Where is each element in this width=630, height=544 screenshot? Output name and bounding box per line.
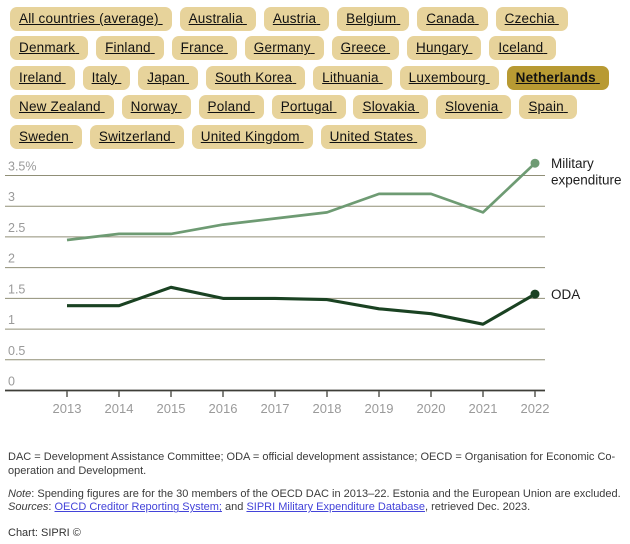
- x-axis-label: 2021: [469, 401, 498, 416]
- y-axis-label: 2.5: [8, 221, 25, 235]
- country-pill-finland[interactable]: Finland: [96, 36, 164, 61]
- y-axis-label: 1: [8, 313, 15, 327]
- y-axis-label: 0.5: [8, 344, 25, 358]
- country-pill-united-kingdom[interactable]: United Kingdom: [191, 124, 313, 149]
- country-pill-hungary[interactable]: Hungary: [407, 36, 482, 61]
- country-pill-luxembourg[interactable]: Luxembourg: [399, 65, 499, 90]
- note-label: Note: [8, 487, 32, 500]
- country-pill-greece[interactable]: Greece: [331, 36, 400, 61]
- x-axis-label: 2022: [521, 401, 550, 416]
- country-pill-slovakia[interactable]: Slovakia: [353, 95, 429, 120]
- series-endpoint-dot-military-expenditure[interactable]: [530, 158, 540, 168]
- x-axis-label: 2016: [209, 401, 238, 416]
- x-axis-label: 2017: [261, 401, 290, 416]
- country-pill-japan[interactable]: Japan: [138, 65, 199, 90]
- country-pill-switzerland[interactable]: Switzerland: [89, 124, 184, 149]
- country-pill-all-countries-average[interactable]: All countries (average): [10, 7, 172, 31]
- x-axis-label: 2015: [157, 401, 186, 416]
- x-axis-label: 2014: [105, 401, 134, 416]
- x-axis-label: 2020: [417, 401, 446, 416]
- country-pill-belgium[interactable]: Belgium: [337, 7, 410, 31]
- y-axis-label: 3: [8, 190, 15, 204]
- y-axis-label: 2: [8, 252, 15, 266]
- country-pill-poland[interactable]: Poland: [198, 95, 264, 120]
- country-pill-netherlands[interactable]: Netherlands: [506, 65, 609, 90]
- country-pill-austria[interactable]: Austria: [263, 7, 330, 31]
- definitions-text: DAC = Development Assistance Committee; …: [8, 451, 616, 477]
- sources-line: Sources: OECD Creditor Reporting System;…: [8, 501, 531, 514]
- country-pill-australia[interactable]: Australia: [179, 7, 256, 31]
- country-pill-ireland[interactable]: Ireland: [10, 65, 75, 90]
- country-pill-germany[interactable]: Germany: [244, 36, 324, 61]
- y-axis-label: 0: [8, 375, 15, 389]
- source-link-sipri[interactable]: SIPRI Military Expenditure Database: [246, 501, 425, 514]
- note-line: Note: Spending figures are for the 30 me…: [8, 487, 621, 500]
- country-pill-canada[interactable]: Canada: [417, 7, 488, 31]
- chart-footer: DAC = Development Assistance Committee; …: [8, 451, 624, 541]
- country-filter-list: All countries (average) Australia Austri…: [8, 4, 624, 151]
- sources-label: Sources: [8, 501, 49, 514]
- country-pill-denmark[interactable]: Denmark: [10, 36, 89, 61]
- country-pill-italy[interactable]: Italy: [82, 65, 131, 90]
- x-axis-label: 2018: [313, 401, 342, 416]
- country-pill-south-korea[interactable]: South Korea: [205, 65, 306, 90]
- legend-label-oda: ODA: [551, 287, 580, 302]
- x-axis-label: 2019: [365, 401, 394, 416]
- legend-label-military-expenditure: Military expenditure: [551, 156, 622, 188]
- country-pill-slovenia[interactable]: Slovenia: [436, 95, 512, 120]
- line-chart: 3.5% 3 2.5 2 1.5 1 0.5 0 2013 2014 2015 2016 2017 201…: [5, 156, 622, 416]
- country-pill-lithuania[interactable]: Lithuania: [313, 65, 392, 90]
- country-pill-france[interactable]: France: [171, 36, 237, 61]
- series-endpoint-dot-oda[interactable]: [530, 289, 540, 299]
- x-axis-label: 2013: [53, 401, 82, 416]
- country-pill-portugal[interactable]: Portugal: [271, 95, 346, 120]
- source-link-oecd[interactable]: OECD Creditor Reporting System;: [54, 501, 222, 514]
- country-pill-iceland[interactable]: Iceland: [489, 36, 557, 61]
- country-pill-new-zealand[interactable]: New Zealand: [10, 95, 114, 120]
- country-pill-norway[interactable]: Norway: [121, 95, 191, 120]
- y-axis-label: 1.5: [8, 282, 25, 296]
- country-pill-sweden[interactable]: Sweden: [10, 124, 82, 149]
- series-line-military-expenditure[interactable]: [66, 162, 536, 242]
- chart-credit: Chart: SIPRI ©: [8, 527, 81, 540]
- series-line-oda[interactable]: [67, 285, 536, 326]
- country-pill-czechia[interactable]: Czechia: [495, 7, 568, 31]
- y-axis-label: 3.5%: [8, 159, 37, 173]
- country-pill-spain[interactable]: Spain: [519, 95, 577, 120]
- country-pill-united-states[interactable]: United States: [320, 124, 427, 149]
